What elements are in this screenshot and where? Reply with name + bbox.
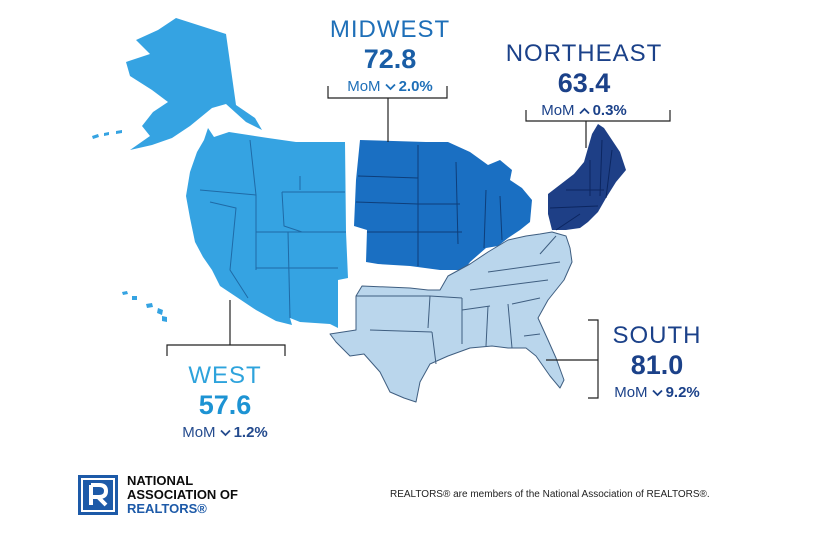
mom-change: MoM 0.3% (498, 103, 670, 118)
realtor-r-logo-icon (78, 475, 118, 515)
alaska-shape (126, 18, 262, 150)
chevron-down-icon (219, 429, 231, 437)
region-name: WEST (188, 362, 262, 389)
midwest-label: MIDWEST 72.8 MoM 2.0% (318, 16, 462, 95)
nar-wordmark: NATIONAL ASSOCIATION OF REALTORS® (127, 474, 238, 516)
logo-line-3: REALTORS® (127, 501, 207, 516)
south-region (329, 231, 573, 403)
mom-change: MoM 9.2% (596, 385, 718, 400)
footer-note: REALTORS® are members of the National As… (390, 489, 710, 500)
region-name: SOUTH (612, 322, 702, 349)
mom-percent: 1.2% (233, 424, 268, 441)
hawaii-islands (122, 291, 167, 322)
west-region (92, 18, 348, 328)
mom-change: MoM 2.0% (318, 79, 462, 94)
south-shape (329, 231, 573, 403)
mom-label: MoM (182, 424, 216, 441)
region-value: 57.6 (198, 390, 252, 420)
region-value: 63.4 (557, 68, 611, 98)
mom-label: MoM (541, 102, 575, 119)
region-value: 81.0 (630, 350, 684, 380)
northeast-shape (548, 124, 626, 230)
mom-percent: 0.3% (592, 102, 627, 119)
logo-line-2: ASSOCIATION OF (127, 487, 238, 502)
chevron-up-icon (578, 107, 590, 115)
northeast-region (548, 124, 626, 231)
midwest-shape (354, 140, 532, 270)
west-label: WEST 57.6 MoM 1.2% (160, 362, 290, 441)
west-mainland-shape (186, 128, 348, 328)
region-name: MIDWEST (329, 16, 451, 43)
northeast-label: NORTHEAST 63.4 MoM 0.3% (498, 40, 670, 119)
region-value: 72.8 (363, 44, 417, 74)
logo-line-1: NATIONAL (127, 473, 194, 488)
chevron-down-icon (384, 83, 396, 91)
mom-label: MoM (347, 78, 381, 95)
leader-lines (166, 86, 671, 399)
midwest-region (354, 140, 532, 270)
mom-label: MoM (614, 384, 648, 401)
mom-percent: 2.0% (398, 78, 433, 95)
nar-logo: NATIONAL ASSOCIATION OF REALTORS® (78, 474, 238, 516)
aleutian-islands (92, 130, 122, 139)
south-label: SOUTH 81.0 MoM 9.2% (596, 322, 718, 401)
region-name: NORTHEAST (505, 40, 663, 67)
chevron-down-icon (651, 389, 663, 397)
mom-change: MoM 1.2% (160, 425, 290, 440)
mom-percent: 9.2% (665, 384, 700, 401)
